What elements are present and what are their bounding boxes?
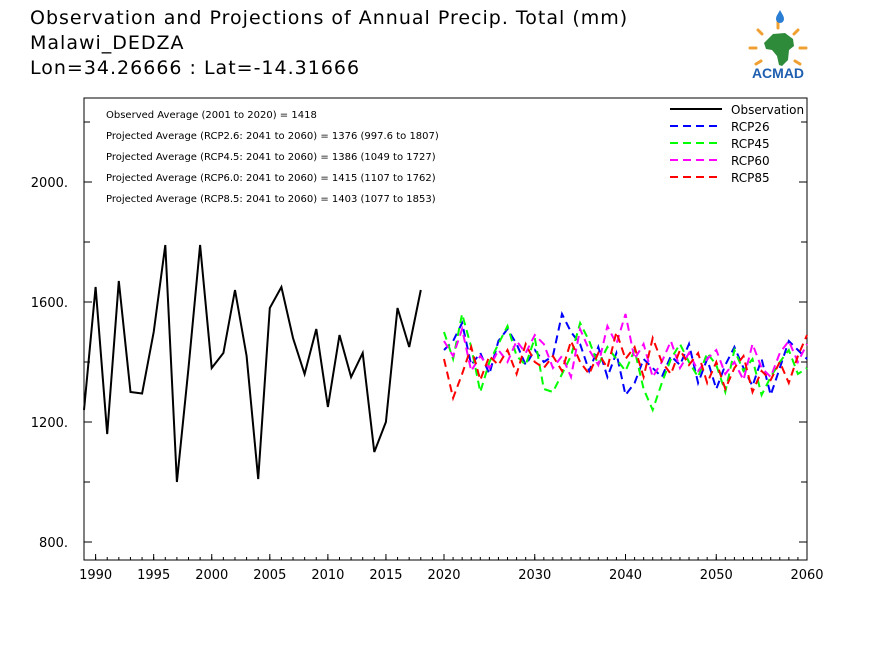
annotation-line: Projected Average (RCP8.5: 2041 to 2060)… xyxy=(106,194,436,205)
station-name: Malawi_DEDZA xyxy=(30,32,185,54)
x-tick-label: 2005 xyxy=(253,568,286,583)
plot-area-frame xyxy=(83,97,808,561)
y-tick-label: 1200. xyxy=(31,416,68,431)
axis-ticks: 1990 1995 2000 2005 2010 2015 2020 2030 2040 2050… xyxy=(31,121,824,583)
x-tick-label: 2010 xyxy=(311,568,344,583)
series-rcp85 xyxy=(443,328,808,402)
station-coordinates: Lon=34.26666 : Lat=-14.31666 xyxy=(30,57,361,79)
annotation-line: Projected Average (RCP6.0: 2041 to 2060)… xyxy=(106,173,436,184)
x-tick-label: 2020 xyxy=(427,568,460,583)
series-rcp45 xyxy=(443,313,808,413)
series-line-rcp26 xyxy=(443,311,808,399)
legend-label-rcp26: RCP26 xyxy=(731,120,770,134)
x-tick-label: 1990 xyxy=(79,568,112,583)
acmad-logo-text: ACMAD xyxy=(752,65,804,81)
series-line-rcp45 xyxy=(443,313,808,413)
acmad-logo: ACMAD xyxy=(736,8,820,84)
series-layer xyxy=(83,244,808,483)
x-tick-label: 2015 xyxy=(369,568,402,583)
series-observation xyxy=(83,244,422,483)
annotation-line: Projected Average (RCP4.5: 2041 to 2060)… xyxy=(106,152,436,163)
chart-legend: Observation RCP26 RCP45 RCP60 RCP85 xyxy=(670,103,804,185)
y-tick-label: 1600. xyxy=(31,296,68,311)
legend-label-rcp85: RCP85 xyxy=(731,171,770,185)
africa-map-sun-drop-logo: ACMAD xyxy=(748,10,808,81)
y-tick-label: 2000. xyxy=(31,176,68,191)
x-tick-label: 2040 xyxy=(609,568,642,583)
annotation-line: Projected Average (RCP2.6: 2041 to 2060)… xyxy=(106,131,439,142)
legend-label-rcp45: RCP45 xyxy=(731,137,770,151)
series-line-rcp85 xyxy=(443,328,808,402)
series-rcp60 xyxy=(443,313,808,383)
series-rcp26 xyxy=(443,311,808,399)
x-tick-label: 2030 xyxy=(518,568,551,583)
series-line-observation xyxy=(83,244,422,483)
x-tick-label: 2000 xyxy=(195,568,228,583)
x-tick-label: 1995 xyxy=(137,568,170,583)
annotation-block: Observed Average (2001 to 2020) = 1418 Pr… xyxy=(106,110,439,205)
legend-label-rcp60: RCP60 xyxy=(731,154,770,168)
x-tick-label: 2060 xyxy=(790,568,823,583)
annotation-line: Observed Average (2001 to 2020) = 1418 xyxy=(106,110,317,121)
y-tick-label: 800. xyxy=(39,536,68,551)
x-tick-label: 2050 xyxy=(700,568,733,583)
series-line-rcp60 xyxy=(443,313,808,383)
chart-title: Observation and Projections of Annual Pr… xyxy=(30,7,629,29)
legend-label-observation: Observation xyxy=(731,103,804,117)
